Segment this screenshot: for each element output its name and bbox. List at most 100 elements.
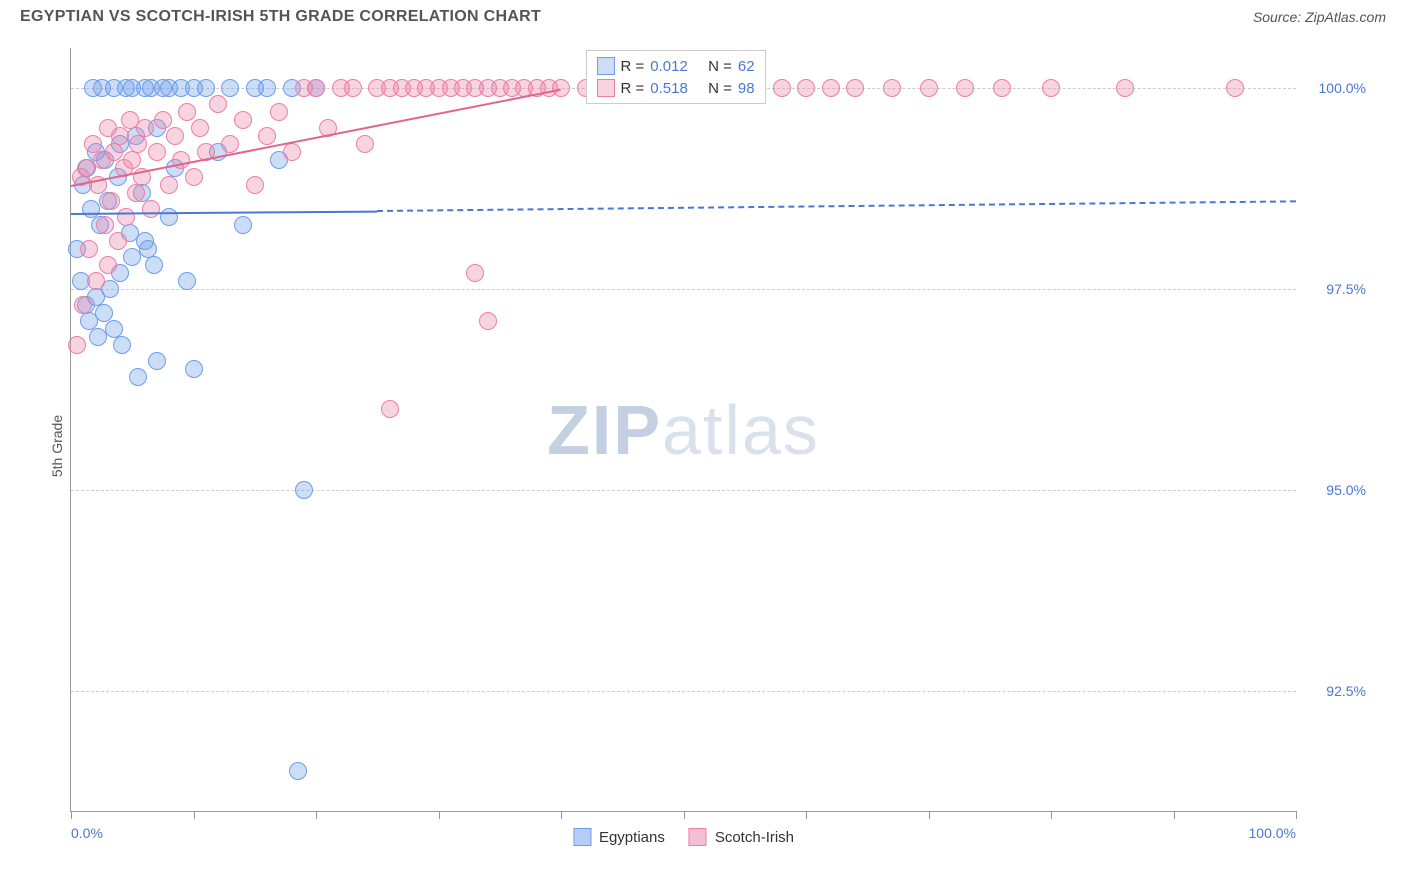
series-legend-label: Egyptians	[599, 829, 665, 846]
scatter-point	[99, 256, 117, 274]
xtick	[1296, 811, 1297, 819]
scatter-point	[956, 79, 974, 97]
legend-swatch	[573, 828, 591, 846]
scatter-point	[129, 368, 147, 386]
scatter-point	[344, 79, 362, 97]
scatter-point	[166, 127, 184, 145]
legend-n-value: 98	[738, 80, 755, 97]
series-legend: Egyptians Scotch-Irish	[573, 828, 794, 846]
scatter-point	[307, 79, 325, 97]
scatter-point	[109, 232, 127, 250]
legend-row: R = 0.012 N = 62	[597, 55, 755, 77]
y-axis-label: 5th Grade	[49, 415, 65, 477]
legend-n-value: 62	[738, 58, 755, 75]
scatter-point	[1042, 79, 1060, 97]
legend-swatch	[597, 57, 615, 75]
watermark: ZIPatlas	[547, 390, 820, 470]
x-min-label: 0.0%	[71, 825, 103, 841]
xtick	[439, 811, 440, 819]
watermark-bold: ZIP	[547, 391, 662, 469]
scatter-point	[148, 352, 166, 370]
xtick	[929, 811, 930, 819]
xtick	[71, 811, 72, 819]
legend-r-label: R =	[621, 80, 645, 97]
scatter-point	[129, 135, 147, 153]
scatter-point	[142, 200, 160, 218]
scatter-point	[283, 143, 301, 161]
scatter-point	[1116, 79, 1134, 97]
ytick-label: 97.5%	[1326, 281, 1366, 297]
scatter-point	[145, 256, 163, 274]
scatter-point	[221, 135, 239, 153]
scatter-point	[289, 762, 307, 780]
xtick	[1174, 811, 1175, 819]
scatter-point	[883, 79, 901, 97]
scatter-point	[846, 79, 864, 97]
scatter-point	[68, 336, 86, 354]
scatter-point	[127, 184, 145, 202]
scatter-point	[154, 111, 172, 129]
scatter-point	[80, 240, 98, 258]
scatter-point	[185, 168, 203, 186]
scatter-point	[105, 143, 123, 161]
scatter-point	[258, 79, 276, 97]
scatter-point	[191, 119, 209, 137]
scatter-point	[102, 192, 120, 210]
scatter-point	[1226, 79, 1244, 97]
scatter-point	[552, 79, 570, 97]
scatter-point	[197, 79, 215, 97]
scatter-point	[822, 79, 840, 97]
trendline-solid	[71, 210, 377, 214]
legend-r-label: R =	[621, 58, 645, 75]
chart-title: EGYPTIAN VS SCOTCH-IRISH 5TH GRADE CORRE…	[20, 8, 541, 26]
scatter-point	[160, 176, 178, 194]
scatter-point	[246, 176, 264, 194]
xtick	[316, 811, 317, 819]
scatter-point	[381, 400, 399, 418]
scatter-point	[82, 200, 100, 218]
scatter-point	[466, 264, 484, 282]
watermark-light: atlas	[662, 391, 820, 469]
legend-r-value: 0.012	[650, 58, 688, 75]
legend-row: R =0.518 N =98	[597, 77, 755, 99]
series-legend-label: Scotch-Irish	[715, 829, 794, 846]
xtick	[1051, 811, 1052, 819]
scatter-point	[993, 79, 1011, 97]
x-max-label: 100.0%	[1249, 825, 1296, 841]
scatter-point	[178, 272, 196, 290]
scatter-point	[234, 216, 252, 234]
plot-region: ZIPatlas 92.5%95.0%97.5%100.0%0.0%100.0%…	[70, 48, 1296, 812]
scatter-point	[209, 95, 227, 113]
scatter-point	[479, 312, 497, 330]
legend-r-value: 0.518	[650, 80, 688, 97]
xtick	[194, 811, 195, 819]
legend-swatch	[689, 828, 707, 846]
gridline	[71, 490, 1296, 491]
xtick	[684, 811, 685, 819]
series-legend-item: Egyptians	[573, 828, 665, 846]
gridline	[71, 691, 1296, 692]
scatter-point	[797, 79, 815, 97]
scatter-point	[295, 481, 313, 499]
series-legend-item: Scotch-Irish	[689, 828, 794, 846]
scatter-point	[111, 127, 129, 145]
scatter-point	[356, 135, 374, 153]
scatter-point	[178, 103, 196, 121]
scatter-point	[773, 79, 791, 97]
scatter-point	[920, 79, 938, 97]
scatter-point	[113, 336, 131, 354]
ytick-label: 95.0%	[1326, 482, 1366, 498]
chart-header: EGYPTIAN VS SCOTCH-IRISH 5TH GRADE CORRE…	[0, 0, 1406, 34]
chart-source: Source: ZipAtlas.com	[1253, 9, 1386, 25]
correlation-legend: R =0.012 N =62R =0.518 N =98	[586, 50, 766, 104]
scatter-point	[95, 304, 113, 322]
ytick-label: 100.0%	[1319, 80, 1366, 96]
xtick	[561, 811, 562, 819]
scatter-point	[258, 127, 276, 145]
scatter-point	[160, 208, 178, 226]
legend-n-label: N =	[708, 58, 732, 75]
scatter-point	[74, 296, 92, 314]
scatter-point	[96, 216, 114, 234]
scatter-point	[117, 208, 135, 226]
scatter-point	[87, 272, 105, 290]
